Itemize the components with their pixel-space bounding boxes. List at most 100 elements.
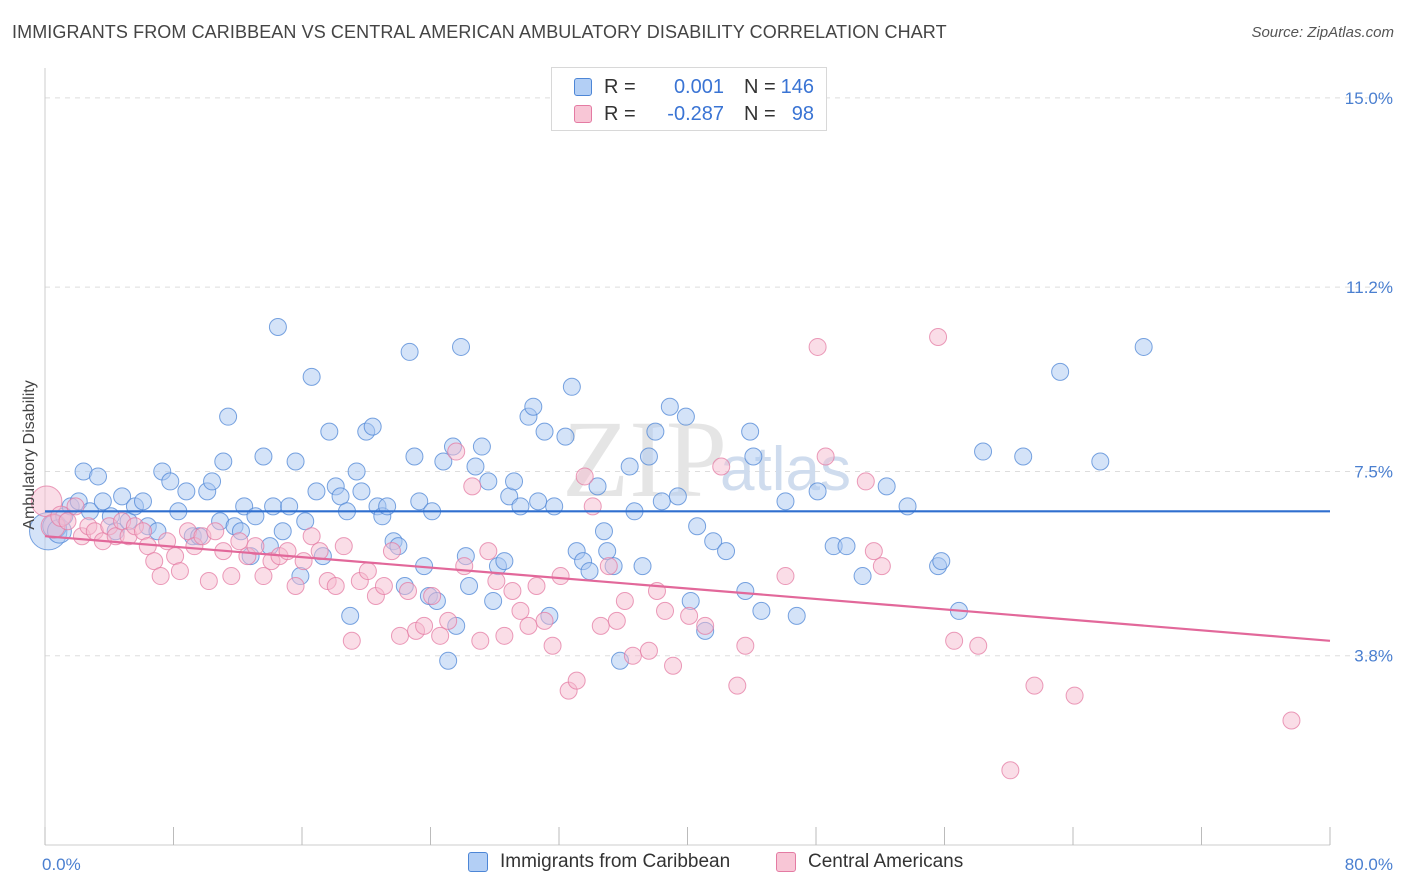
caribbean-point-43	[302, 367, 321, 386]
caribbean-point-113	[717, 542, 736, 561]
caribbean-point-91	[562, 377, 581, 396]
caribbean-point-132	[1091, 452, 1110, 471]
bottom-legend-label-central: Central Americans	[808, 851, 964, 872]
caribbean-point-48	[331, 487, 350, 506]
caribbean-point-129	[974, 442, 993, 461]
caribbean-point-34	[254, 447, 273, 466]
caribbean-point-80	[495, 552, 514, 571]
y-axis-label: Ambulatory Disability	[21, 380, 38, 529]
caribbean-point-87	[535, 422, 554, 441]
legend-n-value: 98	[791, 102, 814, 125]
central-americans-point-63	[511, 601, 530, 620]
central-americans-point-78	[639, 641, 658, 660]
central-americans-point-96	[1001, 761, 1020, 780]
central-americans-point-98	[1065, 686, 1084, 705]
caribbean-point-105	[652, 492, 671, 511]
caribbean-point-69	[439, 651, 458, 670]
caribbean-point-38	[273, 522, 292, 541]
caribbean-point-86	[529, 492, 548, 511]
caribbean-point-107	[668, 487, 687, 506]
caribbean-point-77	[479, 472, 498, 491]
central-americans-point-91	[864, 542, 883, 561]
caribbean-point-54	[363, 417, 382, 436]
caribbean-point-85	[524, 397, 543, 416]
central-americans-point-85	[728, 676, 747, 695]
caribbean-point-127	[932, 552, 951, 571]
caribbean-point-50	[341, 606, 360, 625]
legend-r-label: R =	[604, 75, 636, 98]
central-americans-point-83	[696, 616, 715, 635]
legend-r-label: R =	[604, 102, 636, 125]
central-americans-point-94	[945, 631, 964, 650]
central-americans-point-67	[543, 636, 562, 655]
central-americans-point-58	[471, 631, 490, 650]
central-americans-point-99	[1282, 711, 1301, 730]
legend-swatch-blue	[574, 78, 592, 96]
central-americans-point-20	[170, 562, 189, 581]
caribbean-point-123	[853, 567, 872, 586]
legend-r-value: 0.001	[673, 75, 724, 98]
caribbean-point-8	[89, 467, 108, 486]
trend-line-central-americans	[44, 535, 1331, 642]
central-americans-point-42	[342, 631, 361, 650]
x-tick-label-0: 0.0%	[42, 855, 81, 874]
caribbean-point-124	[877, 477, 896, 496]
caribbean-point-52	[352, 482, 371, 501]
caribbean-point-115	[741, 422, 760, 441]
central-americans-point-60	[487, 572, 506, 591]
caribbean-point-76	[472, 437, 491, 456]
caribbean-point-104	[646, 422, 665, 441]
x-tick-label-1: 80.0%	[1345, 855, 1393, 874]
caribbean-point-61	[400, 342, 419, 361]
bottom-legend-swatch-pink	[776, 852, 796, 872]
caribbean-point-90	[556, 427, 575, 446]
central-americans-point-40	[326, 577, 345, 596]
caribbean-point-28	[219, 407, 238, 426]
central-americans-point-90	[856, 472, 875, 491]
caribbean-point-108	[676, 407, 695, 426]
central-americans-point-57	[463, 477, 482, 496]
legend-r-value: -0.287	[667, 102, 724, 125]
caribbean-point-112	[704, 532, 723, 551]
central-americans-point-41	[334, 537, 353, 556]
central-americans-point-19	[166, 547, 185, 566]
bottom-legend-label-caribbean: Immigrants from Caribbean	[500, 851, 731, 872]
central-americans-point-74	[599, 557, 618, 576]
chart-source: Source: ZipAtlas.com	[1251, 24, 1394, 41]
bottom-legend-swatch-blue	[468, 852, 488, 872]
caribbean-point-21	[177, 482, 196, 501]
caribbean-point-72	[452, 337, 471, 356]
central-americans-point-14	[133, 522, 152, 541]
central-americans-point-25	[206, 522, 225, 541]
caribbean-point-106	[660, 397, 679, 416]
central-americans-point-71	[575, 467, 594, 486]
central-americans-point-59	[479, 542, 498, 561]
central-americans-point-56	[455, 557, 474, 576]
caribbean-point-100	[620, 457, 639, 476]
legend-swatch-pink	[574, 105, 592, 123]
central-americans-point-86	[736, 636, 755, 655]
central-americans-point-75	[607, 611, 626, 630]
central-americans-point-81	[664, 656, 683, 675]
caribbean-point-96	[594, 522, 613, 541]
central-americans-point-35	[286, 577, 305, 596]
caribbean-point-131	[1051, 362, 1070, 381]
caribbean-point-27	[214, 452, 233, 471]
central-americans-point-97	[1025, 676, 1044, 695]
tick-labels: 3.8% 7.5% 11.2% 15.0% 0.0% 80.0%	[42, 89, 1393, 874]
central-americans-point-46	[374, 577, 393, 596]
caribbean-point-120	[808, 482, 827, 501]
central-americans-point-70	[567, 671, 586, 690]
legend-n-value: 146	[780, 75, 814, 98]
central-americans-point-16	[145, 552, 164, 571]
caribbean-point-102	[633, 557, 652, 576]
central-americans-point-87	[776, 567, 795, 586]
central-americans-point-88	[808, 337, 827, 356]
caribbean-point-103	[639, 447, 658, 466]
central-americans-point-24	[199, 572, 218, 591]
caribbean-point-15	[133, 492, 152, 511]
legend-n-label: N =	[744, 102, 776, 125]
central-americans-point-77	[623, 646, 642, 665]
caribbean-point-62	[405, 447, 424, 466]
